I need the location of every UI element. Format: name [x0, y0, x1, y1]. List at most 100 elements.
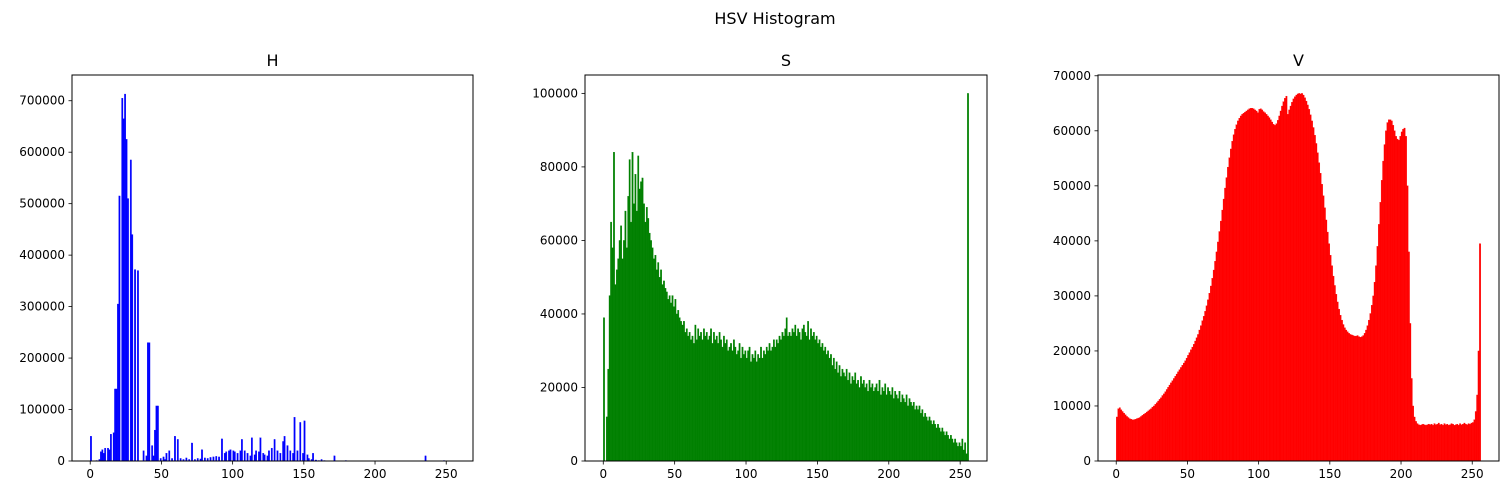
bar — [957, 446, 958, 461]
bar — [1183, 363, 1184, 461]
bar — [1334, 285, 1335, 461]
bar — [1279, 116, 1280, 461]
bar — [956, 443, 957, 461]
bar — [1434, 424, 1435, 461]
bar — [643, 204, 644, 461]
bar — [1424, 425, 1425, 461]
bar — [1125, 415, 1126, 461]
bar — [233, 451, 234, 461]
x-tick-label: 0 — [1112, 467, 1120, 481]
bar — [780, 340, 781, 461]
bar — [156, 406, 157, 461]
bar — [1385, 131, 1386, 461]
bar — [739, 343, 740, 461]
bar — [635, 174, 636, 461]
bar — [779, 336, 780, 461]
bar — [1163, 394, 1164, 461]
bar — [1454, 425, 1455, 461]
bar — [767, 351, 768, 461]
bar — [695, 325, 696, 461]
bar — [255, 451, 256, 461]
bar — [810, 329, 811, 461]
bar — [1392, 125, 1393, 461]
bar — [132, 235, 133, 461]
bar — [1405, 136, 1406, 461]
bar — [879, 380, 880, 461]
bar — [1280, 111, 1281, 461]
bar — [1458, 425, 1459, 461]
bar — [930, 421, 931, 461]
bar — [1378, 224, 1379, 461]
bar — [1222, 210, 1223, 461]
bar — [1206, 306, 1207, 461]
bar — [1400, 136, 1401, 461]
bar — [1301, 93, 1302, 461]
bar — [832, 365, 833, 461]
bar — [1236, 125, 1237, 461]
bar — [693, 343, 694, 461]
bar — [825, 347, 826, 461]
bar — [110, 434, 111, 461]
bar — [852, 376, 853, 461]
x-tick-label: 50 — [667, 467, 682, 481]
bar — [619, 240, 620, 461]
bar — [1128, 418, 1129, 461]
bar — [1126, 416, 1127, 461]
bar — [690, 340, 691, 461]
bar — [1464, 423, 1465, 461]
bar — [732, 351, 733, 461]
bar — [967, 93, 968, 461]
bar — [700, 332, 701, 461]
bar — [1190, 350, 1191, 461]
bar — [1324, 208, 1325, 461]
bar — [1304, 98, 1305, 461]
bar — [425, 456, 426, 461]
axes-title: V — [1293, 51, 1304, 70]
bar — [1216, 252, 1217, 461]
bar — [954, 439, 955, 461]
bar — [1303, 95, 1304, 461]
bar — [892, 387, 893, 461]
bar — [934, 424, 935, 461]
bar — [221, 439, 222, 461]
bar — [290, 451, 291, 461]
bar — [940, 432, 941, 461]
bar — [226, 452, 227, 461]
bar — [1299, 93, 1300, 461]
x-tick-label: 150 — [806, 467, 829, 481]
bar — [1415, 421, 1416, 461]
bar — [929, 417, 930, 461]
bar — [904, 402, 905, 461]
bar — [660, 270, 661, 461]
bar — [287, 446, 288, 461]
bar — [679, 318, 680, 461]
x-tick-label: 250 — [435, 467, 458, 481]
bar — [191, 443, 192, 461]
bar — [906, 395, 907, 461]
bar — [1133, 420, 1134, 461]
bar — [1143, 414, 1144, 461]
bar — [143, 451, 144, 461]
bar — [1146, 412, 1147, 461]
bar — [1425, 425, 1426, 461]
bar — [1318, 163, 1319, 461]
bar — [947, 435, 948, 461]
bar — [933, 421, 934, 461]
bar — [909, 399, 910, 461]
bar — [630, 222, 631, 461]
bar — [1437, 424, 1438, 461]
bar — [1196, 338, 1197, 461]
bar — [669, 296, 670, 461]
bar — [1367, 326, 1368, 461]
bar — [652, 248, 653, 461]
bar — [216, 456, 217, 461]
bar — [241, 439, 242, 461]
y-tick-label: 0 — [570, 454, 578, 468]
bar — [1461, 425, 1462, 461]
bar — [163, 457, 164, 461]
bar — [1227, 167, 1228, 461]
bar — [1197, 334, 1198, 461]
bar — [707, 340, 708, 461]
bar — [1187, 355, 1188, 461]
